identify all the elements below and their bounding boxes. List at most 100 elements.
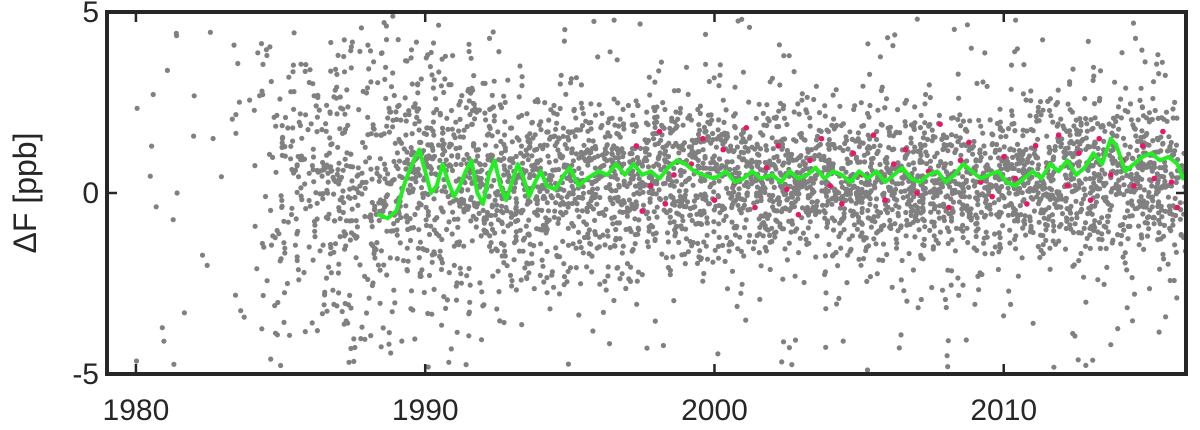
scatter-point — [1161, 256, 1167, 262]
scatter-point — [1190, 208, 1195, 213]
scatter-point — [424, 125, 430, 131]
scatter-point — [678, 167, 684, 173]
scatter-point — [1129, 202, 1135, 208]
scatter-point — [1105, 229, 1111, 235]
scatter-point — [430, 85, 436, 91]
scatter-point — [723, 107, 729, 113]
scatter-point — [1167, 143, 1173, 150]
scatter-point — [1156, 217, 1162, 223]
scatter-point — [689, 217, 695, 224]
scatter-point — [410, 225, 417, 231]
scatter-point — [964, 22, 971, 28]
scatter-point — [650, 131, 656, 137]
scatter-point — [320, 159, 326, 166]
scatter-point — [875, 213, 881, 219]
scatter-point — [613, 188, 619, 194]
scatter-point — [802, 181, 808, 187]
scatter-point — [958, 152, 964, 158]
scatter-point — [1124, 305, 1130, 311]
scatter-point — [912, 104, 918, 110]
scatter-point — [419, 267, 425, 273]
scatter-point — [1034, 118, 1040, 124]
scatter-point — [829, 122, 835, 128]
scatter-point — [288, 211, 295, 218]
scatter-point — [1146, 189, 1152, 196]
scatter-point — [569, 149, 575, 155]
scatter-point — [588, 101, 594, 107]
scatter-point — [1095, 121, 1101, 127]
scatter-point — [609, 188, 615, 194]
scatter-point — [903, 97, 910, 103]
scatter-point — [953, 133, 959, 139]
scatter-point — [403, 118, 409, 124]
scatter-point — [554, 120, 560, 126]
scatter-point — [863, 180, 869, 186]
scatter-point — [865, 110, 871, 117]
scatter-point — [1010, 154, 1016, 160]
scatter-point — [284, 280, 290, 287]
scatter-point — [430, 119, 436, 125]
scatter-point — [867, 189, 873, 196]
scatter-point — [867, 136, 873, 142]
scatter-point — [369, 199, 375, 206]
scatter-point — [973, 158, 979, 164]
scatter-point — [307, 203, 313, 209]
scatter-point — [486, 131, 492, 137]
scatter-point — [373, 132, 379, 138]
scatter-point — [467, 175, 473, 181]
scatter-point — [1020, 225, 1026, 231]
scatter-point — [633, 98, 639, 104]
scatter-point — [290, 138, 296, 144]
scatter-point — [279, 136, 285, 142]
scatter-point — [1035, 109, 1041, 115]
scatter-point — [946, 228, 952, 235]
scatter-point — [1150, 79, 1157, 85]
scatter-point — [1082, 192, 1088, 198]
scatter-point — [529, 260, 535, 266]
scatter-point — [572, 196, 578, 202]
scatter-point — [1196, 187, 1200, 192]
scatter-point — [159, 325, 165, 331]
scatter-point — [937, 229, 944, 235]
scatter-point — [823, 344, 829, 350]
scatter-point — [437, 248, 443, 254]
scatter-point — [973, 179, 979, 185]
scatter-point — [945, 240, 951, 247]
scatter-point — [1030, 229, 1036, 236]
scatter-point — [252, 163, 258, 169]
scatter-point — [1138, 194, 1144, 200]
scatter-point — [247, 97, 253, 103]
scatter-point — [826, 137, 832, 143]
scatter-point — [327, 110, 333, 116]
scatter-point — [1154, 61, 1160, 67]
scatter-point — [308, 121, 314, 127]
scatter-point — [774, 124, 780, 130]
scatter-point — [598, 125, 604, 131]
scatter-point — [942, 161, 949, 167]
scatter-point — [331, 218, 337, 224]
scatter-point — [395, 166, 401, 172]
scatter-point — [700, 160, 706, 166]
scatter-point — [461, 209, 467, 215]
scatter-point — [782, 181, 788, 187]
scatter-point — [697, 248, 703, 254]
scatter-point — [666, 171, 672, 177]
scatter-point — [777, 223, 783, 230]
scatter-point — [602, 134, 608, 140]
scatter-point — [544, 219, 550, 225]
scatter-point — [533, 196, 539, 202]
scatter-point — [1001, 195, 1007, 201]
scatter-point — [777, 170, 783, 176]
scatter-point — [555, 220, 561, 226]
scatter-point — [353, 218, 359, 224]
scatter-point — [583, 157, 589, 164]
scatter-point — [921, 236, 927, 242]
scatter-point — [604, 150, 610, 156]
scatter-point — [982, 50, 988, 56]
scatter-point — [1147, 160, 1153, 166]
scatter-point — [461, 243, 467, 249]
scatter-point — [843, 169, 849, 175]
scatter-point — [386, 330, 392, 336]
scatter-point — [340, 106, 346, 112]
scatter-point — [1159, 59, 1165, 65]
